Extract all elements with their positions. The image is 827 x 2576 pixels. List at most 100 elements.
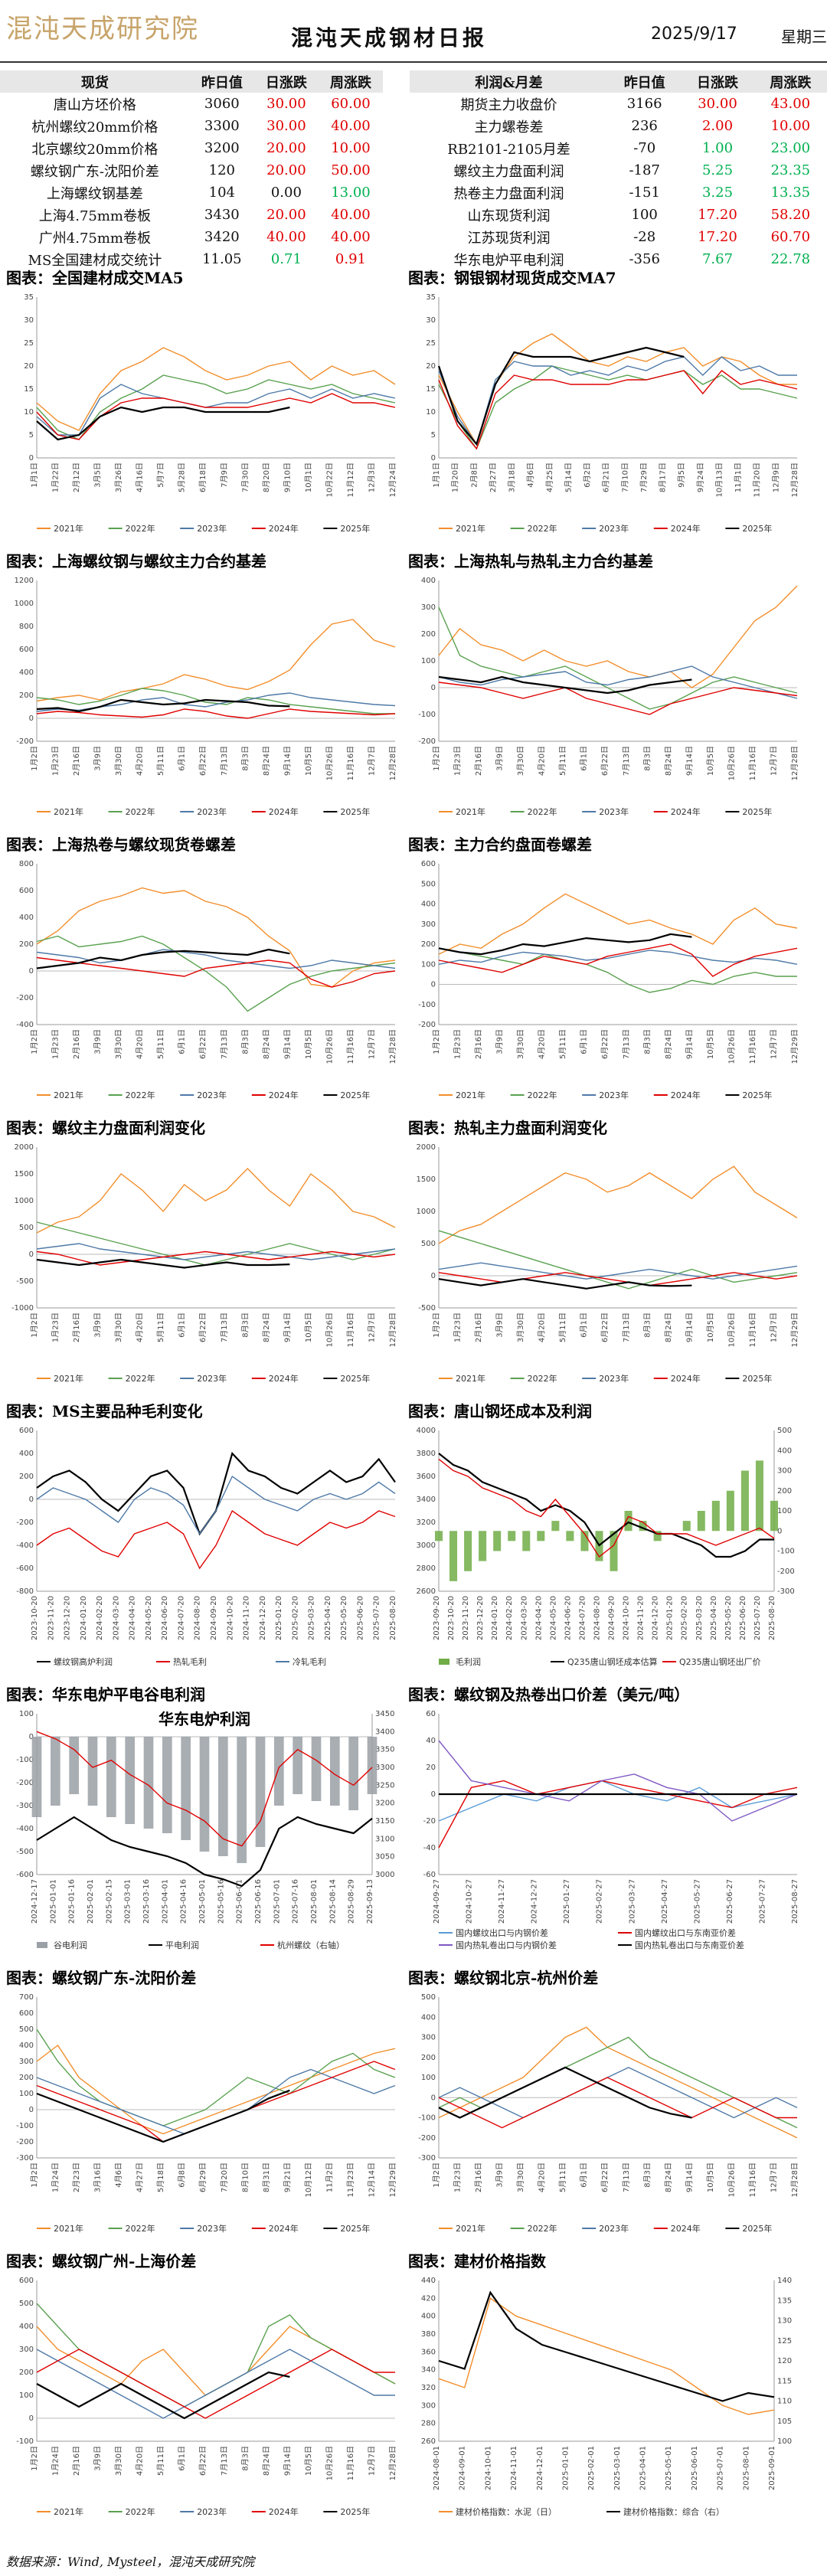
- y2-tick-label: 200: [777, 1487, 792, 1496]
- series-line: [36, 1168, 396, 1234]
- legend-label: 螺纹钢高炉利润: [54, 1656, 113, 1667]
- x-tick-label: 2025-08-27: [791, 1879, 799, 1924]
- table-row: 广州4.75mm卷板 3420 40.00 40.00: [0, 226, 383, 248]
- chart-svg: 图表：华东电炉平电谷电利润 -600 -500 -400 -300 -200 -100 0 10…: [6, 1685, 394, 1950]
- y-tick-label: 0: [29, 714, 34, 723]
- legend-label: 2025年: [340, 523, 370, 534]
- x-tick-label: 1月23日: [453, 746, 463, 776]
- bar-mark: [125, 1737, 136, 1824]
- legend-label: 2023年: [599, 1373, 629, 1384]
- x-tick-label: 9月14日: [685, 746, 694, 776]
- chart-title: 图表：螺纹钢及热卷出口价差（美元/吨）: [408, 1685, 689, 1704]
- profit-spread-table: 利润&月差 昨日值 日涨跌 周涨跌 期货主力收盘价 3166 30.00 43.00 主…: [410, 70, 827, 270]
- table-row: MS全国建材成交统计 11.05 0.71 0.91: [0, 248, 383, 270]
- x-tick-label: 2025-05-01: [665, 2446, 673, 2490]
- row-day-change: 5.25: [701, 162, 734, 178]
- x-tick-label: 9月10日: [283, 463, 292, 492]
- y2-tick-label: 120: [777, 2357, 792, 2365]
- series-line: [36, 1509, 396, 1570]
- x-tick-label: 12月28日: [790, 463, 799, 497]
- x-tick-label: 4月20日: [538, 1313, 547, 1342]
- x-tick-label: 2025-01-16: [68, 1879, 77, 1924]
- bar-mark: [770, 1500, 779, 1532]
- y-tick-label: 600: [19, 1427, 34, 1435]
- legend-label: 2023年: [599, 1090, 629, 1100]
- x-tick-label: 2024-09-20: [210, 1596, 218, 1640]
- row-week-change: 40.00: [331, 118, 371, 134]
- x-tick-label: 2025-03-01: [124, 1879, 132, 1924]
- x-tick-label: 2025-02-27: [596, 1879, 604, 1924]
- series-line: [36, 688, 395, 714]
- bar-mark: [293, 1737, 303, 1794]
- x-tick-label: 12月28日: [388, 746, 397, 780]
- legend-label: 2022年: [126, 2506, 155, 2517]
- x-tick-label: 9月14日: [685, 1029, 694, 1059]
- series-line: [438, 682, 798, 715]
- series-line: [438, 665, 798, 699]
- table-row: 上海4.75mm卷板 3430 20.00 40.00: [0, 204, 383, 226]
- y2-tick-label: 105: [777, 2417, 792, 2426]
- x-tick-label: 1月2日: [30, 1313, 39, 1338]
- table-row: 杭州螺纹20mm价格 3300 30.00 40.00: [0, 115, 383, 137]
- chart-title: 图表：上海热轧与热轧主力合约基差: [408, 552, 653, 570]
- x-tick-label: 1月2日: [432, 1029, 441, 1054]
- x-tick-label: 3月18日: [508, 463, 517, 492]
- y-tick-label: 0: [29, 1496, 34, 1504]
- row-day-change: 30.00: [266, 96, 306, 112]
- row-week-change: 58.20: [770, 207, 811, 223]
- x-tick-label: 4月20日: [136, 746, 145, 776]
- x-tick-label: 6月8日: [178, 2162, 187, 2188]
- y-tick-label: 100: [421, 657, 436, 665]
- x-tick-label: 12月29日: [388, 2162, 397, 2197]
- y-tick-label: 0: [29, 1733, 34, 1741]
- row-label: MS全国建材成交统计: [0, 248, 190, 270]
- y-tick-label: 0: [29, 1250, 34, 1259]
- bar-mark: [653, 1531, 662, 1541]
- x-tick-label: 4月20日: [136, 1313, 145, 1342]
- legend-label: 2025年: [742, 2223, 772, 2234]
- y-tick-label: 300: [421, 920, 436, 929]
- x-tick-label: 12月7日: [367, 1313, 376, 1342]
- y-tick-label: -200: [418, 737, 436, 746]
- x-tick-label: 2025-02-15: [105, 1879, 113, 1924]
- x-tick-label: 2025-07-01: [273, 1879, 281, 1924]
- series-line: [36, 1451, 396, 1536]
- bar-mark: [87, 1737, 98, 1806]
- x-tick-label: 2025-08-14: [329, 1879, 337, 1924]
- y2-tick-label: 135: [777, 2296, 792, 2305]
- row-day-change: 17.20: [698, 207, 737, 223]
- x-tick-label: 6月1日: [580, 2162, 589, 2188]
- x-tick-label: 6月18日: [198, 463, 208, 492]
- y2-tick-label: -300: [777, 1587, 795, 1596]
- y-tick-label: 200: [19, 940, 34, 949]
- y-tick-label: 15: [426, 385, 436, 394]
- x-tick-label: 2025-09-01: [768, 2446, 776, 2490]
- x-tick-label: 2024-12-17: [31, 1879, 39, 1924]
- chart-svg: 图表：螺纹钢及热卷出口价差（美元/吨） -60 -40 -20 0 20 40 60 2024-…: [408, 1685, 799, 1950]
- x-tick-label: 6月22日: [198, 746, 208, 776]
- series-line: [438, 356, 797, 446]
- x-tick-label: 2024-07-20: [177, 1596, 185, 1640]
- x-tick-label: 11月16日: [748, 2162, 757, 2197]
- table-row: 螺纹主力盘面利润 -187 5.25 23.35: [410, 159, 827, 181]
- y2-tick-label: 3050: [375, 1853, 394, 1862]
- y-tick-label: -200: [16, 1518, 34, 1527]
- x-tick-label: 6月22日: [198, 1029, 208, 1059]
- x-tick-label: 8月3日: [240, 2446, 250, 2471]
- x-tick-label: 8月24日: [664, 2162, 673, 2192]
- y-tick-label: 10: [24, 408, 34, 417]
- row-prev-value: 3166: [626, 96, 662, 112]
- series-line: [36, 698, 290, 713]
- series-line: [438, 893, 798, 955]
- row-prev-value: 104: [208, 185, 235, 201]
- series-line: [36, 1731, 373, 1847]
- x-tick-label: 6月22日: [600, 1313, 610, 1342]
- chart-title: 图表：螺纹主力盘面利润变化: [6, 1119, 205, 1137]
- x-tick-label: 6月22日: [600, 746, 610, 776]
- x-tick-label: 8月3日: [240, 1029, 250, 1054]
- x-tick-label: 3月9日: [495, 1029, 505, 1054]
- legend-label: 2022年: [528, 2223, 557, 2234]
- x-tick-label: 2025-07-20: [753, 1596, 762, 1640]
- row-label: 热卷主力盘面利润: [410, 181, 609, 204]
- legend-label: 2024年: [269, 2506, 299, 2517]
